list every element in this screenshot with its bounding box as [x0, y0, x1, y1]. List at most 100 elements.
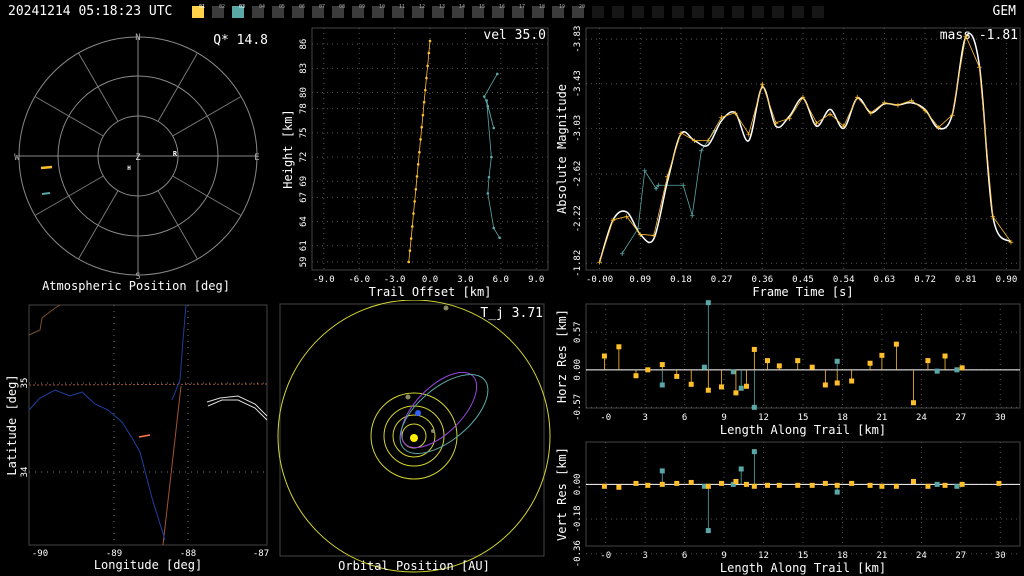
- lc-primary-point: +: [977, 63, 983, 73]
- x-tick-label: 3: [642, 551, 647, 561]
- station-label: 05: [279, 4, 286, 10]
- x-tick-label: 6.0: [493, 275, 509, 285]
- residual-point: [751, 346, 757, 352]
- y-tick-label: 78: [299, 103, 309, 114]
- station-label: 01: [199, 4, 206, 10]
- station-label: 12: [419, 4, 426, 10]
- trail-point: [411, 225, 414, 228]
- trail-point: [492, 226, 496, 230]
- y-tick-label: 72: [299, 152, 309, 163]
- station-box: 08: [332, 4, 345, 18]
- residual-point: [674, 480, 680, 486]
- residual-point: [601, 483, 607, 489]
- x-axis-label: Frame Time [s]: [752, 285, 853, 299]
- residual-point: [659, 362, 665, 368]
- vertical-residuals-chart: -0 3 6 9 12 15 18 21 24 27 30 0.00 -0.18 -0.36 Length …: [555, 441, 1021, 575]
- tj-annotation: T_j 3.71: [480, 306, 543, 321]
- residual-point: [942, 353, 948, 359]
- lc-primary-line: [599, 34, 1012, 263]
- station-box: 10: [372, 4, 386, 18]
- x-tick-label: -0.00: [586, 275, 613, 285]
- y-tick-label: 83: [299, 63, 309, 74]
- sun-icon: [410, 434, 418, 442]
- river-north: [171, 304, 187, 401]
- venus-icon: [431, 429, 435, 433]
- residual-point: [659, 481, 665, 487]
- residual-point: [834, 482, 840, 488]
- trail-point: [415, 175, 419, 178]
- map-xlabel: Longitude [deg]: [94, 558, 202, 572]
- trail-point: [495, 72, 499, 76]
- lc-secondary-point: +: [635, 225, 641, 235]
- lc-secondary-line: [621, 130, 716, 254]
- x-tick-label: 0.45: [792, 275, 814, 285]
- residual-point: [764, 482, 770, 488]
- station-label: 10: [379, 4, 386, 10]
- y-axis-label: Height [km]: [281, 109, 295, 188]
- residual-point: [645, 482, 651, 488]
- station-box: [772, 6, 784, 18]
- y-tick-label: -1.82: [573, 250, 583, 277]
- state-border: [28, 383, 268, 386]
- x-tick-label: 3.0: [457, 275, 473, 285]
- lc-primary-point: +: [719, 113, 725, 123]
- q-annotation: Q* 14.8: [213, 33, 268, 48]
- radiant-marker: R: [173, 150, 178, 158]
- lc-secondary-point: +: [680, 181, 686, 191]
- header-datetime: 20241214 05:18:23 UTC: [8, 4, 173, 19]
- x-tick-label: 9: [721, 551, 726, 561]
- residual-point: [659, 382, 665, 388]
- x-tick-label: 18: [837, 413, 848, 423]
- station-box: [792, 6, 804, 18]
- residual-point: [834, 358, 840, 364]
- lc-primary-point: +: [597, 258, 603, 268]
- station-box: 18: [532, 4, 545, 18]
- residual-point: [751, 449, 757, 455]
- x-axis-label: Length Along Trail [km]: [720, 561, 886, 575]
- station-label: 07: [319, 4, 326, 10]
- residual-point: [795, 482, 801, 488]
- y-axis-label: Absolute Magnitude: [555, 84, 569, 214]
- lon-tick-3: -88: [180, 549, 196, 559]
- residual-point: [633, 480, 639, 486]
- residual-point: [733, 390, 739, 396]
- lc-secondary-point: +: [653, 185, 659, 195]
- x-tick-label: 6: [682, 551, 687, 561]
- h-marker: H: [127, 165, 131, 172]
- mars-icon: [405, 394, 411, 400]
- lat-tick-1: 34: [20, 467, 30, 478]
- station-code: GEM: [992, 4, 1016, 19]
- residual-point: [879, 483, 885, 489]
- y-tick-label: 59: [299, 257, 309, 268]
- x-tick-label: -3.0: [384, 275, 406, 285]
- y-tick-label: 0.57: [573, 321, 583, 343]
- y-tick-label: 75: [299, 127, 309, 138]
- y-tick-label: 0.00: [573, 474, 583, 496]
- lc-primary-point: +: [787, 114, 793, 124]
- chart-annotation: mass -1.81: [940, 28, 1018, 43]
- station-box: [732, 6, 744, 18]
- polar-spoke: [172, 96, 242, 137]
- residual-point: [733, 478, 739, 484]
- station-label: 13: [439, 4, 446, 10]
- trail-point: [490, 155, 493, 159]
- lc-primary-point: +: [624, 212, 630, 222]
- y-tick-label: -2.22: [573, 205, 583, 232]
- station-box: [652, 6, 664, 18]
- lon-tick-4: -87: [253, 549, 269, 559]
- residual-point: [867, 482, 873, 488]
- x-tick-label: -0: [600, 551, 611, 561]
- x-tick-label: 24: [916, 551, 927, 561]
- lc-primary-point: +: [760, 80, 766, 90]
- y-tick-label: -0.57: [573, 394, 583, 421]
- dir-east: E: [254, 153, 259, 163]
- dir-west: W: [14, 153, 20, 163]
- lc-primary-point: +: [705, 137, 711, 147]
- trail-point: [423, 88, 427, 92]
- lc-primary-point: +: [610, 216, 616, 226]
- station-label: 19: [559, 4, 566, 10]
- orbit-venus: [392, 414, 436, 458]
- residual-point: [705, 300, 711, 306]
- residual-point: [910, 478, 916, 484]
- zenith-marker: Z: [135, 153, 141, 163]
